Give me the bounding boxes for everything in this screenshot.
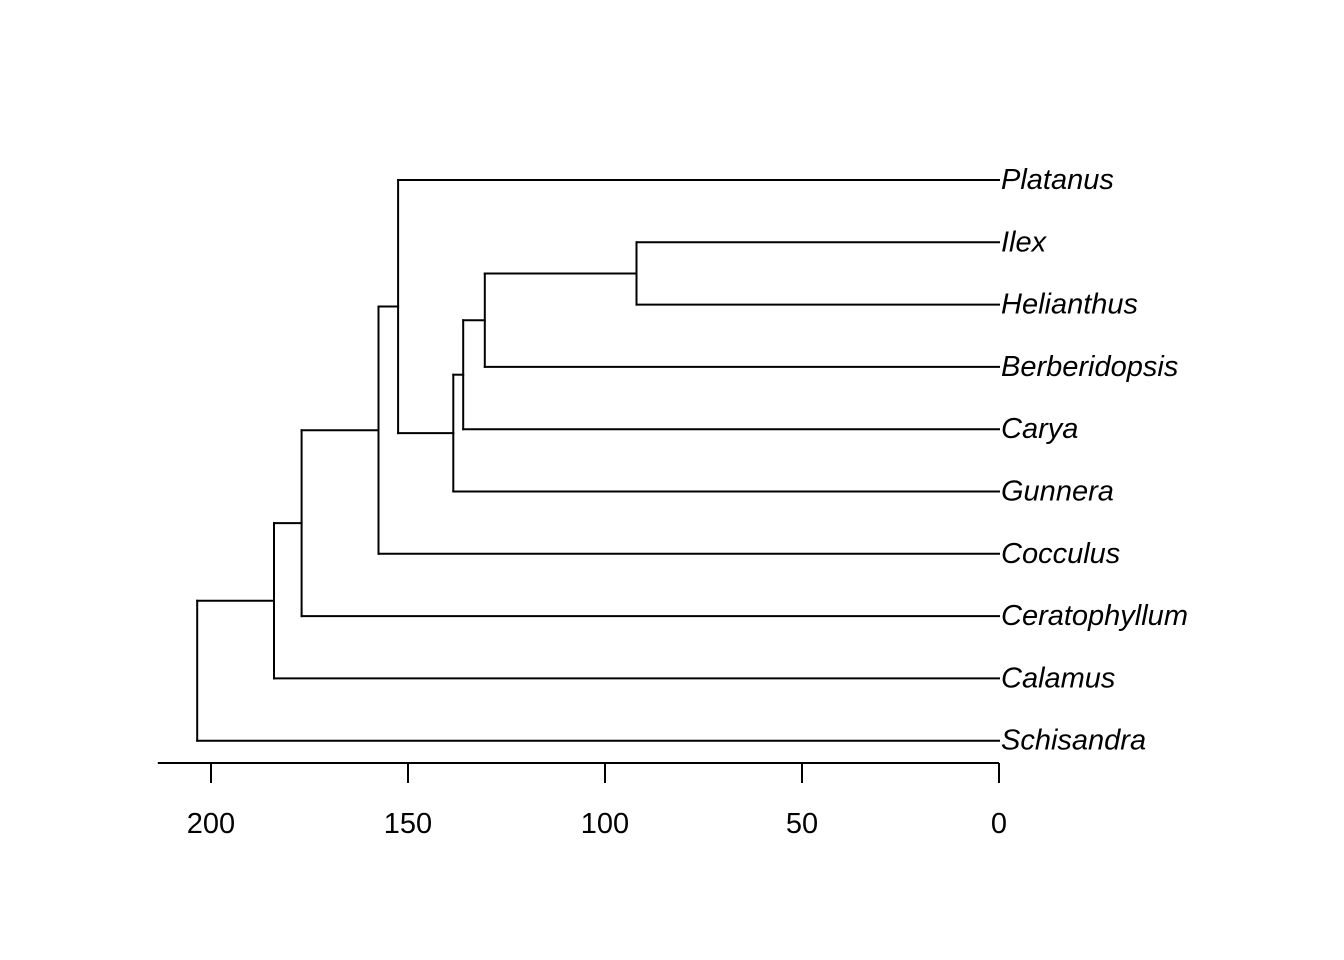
tip-label-ceratophyllum: Ceratophyllum bbox=[1001, 600, 1188, 632]
axis-ticks: 200 150 100 50 0 bbox=[187, 763, 1007, 840]
tip-label-gunnera: Gunnera bbox=[1001, 476, 1114, 508]
tip-labels: Platanus Ilex Helianthus Berberidopsis Carya… bbox=[1001, 164, 1188, 757]
axis-tick-label-100: 100 bbox=[581, 808, 629, 840]
tree-branches bbox=[196, 179, 1000, 742]
axis-tick-label-200: 200 bbox=[187, 808, 235, 840]
axis-tick-label-150: 150 bbox=[384, 808, 432, 840]
tip-label-carya: Carya bbox=[1001, 413, 1078, 445]
tip-label-berberidopsis: Berberidopsis bbox=[1001, 351, 1178, 383]
tip-label-schisandra: Schisandra bbox=[1001, 725, 1146, 757]
tip-label-cocculus: Cocculus bbox=[1001, 538, 1120, 570]
axis-tick-label-0: 0 bbox=[991, 808, 1007, 840]
tip-label-ilex: Ilex bbox=[1001, 226, 1048, 258]
tip-label-helianthus: Helianthus bbox=[1001, 289, 1138, 321]
tip-label-calamus: Calamus bbox=[1001, 662, 1115, 694]
tip-label-platanus: Platanus bbox=[1001, 164, 1114, 196]
axis-tick-label-50: 50 bbox=[786, 808, 818, 840]
time-axis: 200 150 100 50 0 bbox=[157, 762, 1007, 840]
